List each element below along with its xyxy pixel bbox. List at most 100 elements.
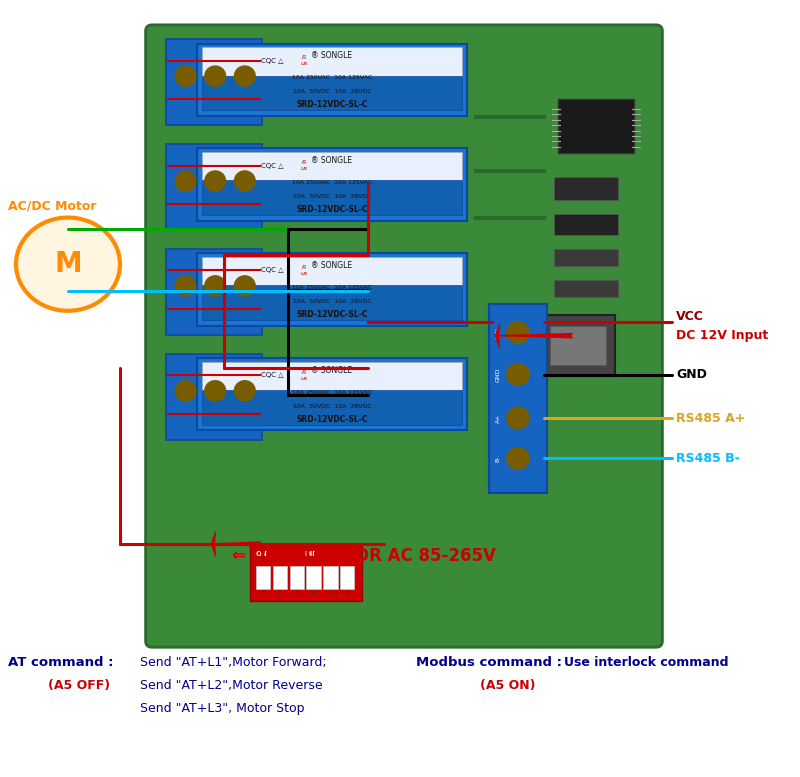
Text: 1: 1: [262, 590, 265, 594]
Text: Modbus command :: Modbus command :: [416, 656, 566, 668]
Text: RS485 A+: RS485 A+: [676, 412, 746, 424]
Text: VIN: VIN: [495, 327, 501, 338]
Circle shape: [234, 381, 255, 401]
Text: M: M: [54, 250, 82, 278]
FancyBboxPatch shape: [558, 99, 634, 153]
Text: CQC △: CQC △: [261, 372, 283, 378]
Text: (A5 OFF): (A5 OFF): [48, 679, 110, 692]
FancyBboxPatch shape: [554, 177, 618, 200]
Text: SRD-12VDC-SL-C: SRD-12VDC-SL-C: [296, 100, 368, 110]
Text: 10A 250VAC  10A 125VAC: 10A 250VAC 10A 125VAC: [292, 285, 372, 290]
Text: ® SONGLE: ® SONGLE: [311, 51, 353, 61]
FancyBboxPatch shape: [202, 180, 462, 215]
Text: 3: 3: [294, 590, 299, 594]
Circle shape: [175, 381, 196, 401]
Circle shape: [205, 66, 226, 86]
FancyBboxPatch shape: [541, 315, 615, 376]
FancyBboxPatch shape: [202, 257, 462, 287]
Circle shape: [507, 448, 530, 469]
Text: CQC △: CQC △: [261, 162, 283, 169]
FancyBboxPatch shape: [197, 148, 467, 221]
Text: DIP: DIP: [304, 551, 318, 556]
FancyBboxPatch shape: [256, 566, 270, 589]
FancyBboxPatch shape: [554, 249, 618, 266]
FancyBboxPatch shape: [202, 285, 462, 320]
Circle shape: [234, 66, 255, 86]
Circle shape: [234, 171, 255, 191]
Text: SRD-12VDC-SL-C: SRD-12VDC-SL-C: [296, 205, 368, 214]
Text: Send "AT+L2",Motor Reverse: Send "AT+L2",Motor Reverse: [140, 679, 322, 692]
Circle shape: [175, 171, 196, 191]
Text: 6: 6: [346, 590, 349, 594]
Text: A+: A+: [495, 413, 501, 423]
Text: 10A  30VDC  10A  28VDC: 10A 30VDC 10A 28VDC: [293, 299, 371, 304]
Text: R
us: R us: [300, 370, 308, 381]
Circle shape: [507, 322, 530, 343]
Circle shape: [234, 276, 255, 296]
FancyBboxPatch shape: [166, 249, 262, 335]
FancyBboxPatch shape: [202, 362, 462, 392]
Text: ® SONGLE: ® SONGLE: [311, 156, 353, 166]
Text: SRD-12VDC-SL-C: SRD-12VDC-SL-C: [296, 415, 368, 424]
Circle shape: [507, 364, 530, 385]
Text: GND: GND: [676, 368, 707, 381]
FancyBboxPatch shape: [550, 326, 606, 365]
Text: 2: 2: [278, 590, 282, 594]
Text: 5: 5: [329, 590, 332, 594]
Text: R
us: R us: [300, 55, 308, 66]
FancyBboxPatch shape: [197, 253, 467, 326]
Text: Use interlock command: Use interlock command: [564, 656, 729, 668]
FancyBboxPatch shape: [197, 44, 467, 116]
Text: R
us: R us: [300, 265, 308, 276]
Text: ON: ON: [256, 551, 268, 556]
Text: 10A  30VDC  10A  28VDC: 10A 30VDC 10A 28VDC: [293, 404, 371, 409]
FancyBboxPatch shape: [166, 144, 262, 230]
FancyBboxPatch shape: [273, 566, 287, 589]
Text: Send "AT+L1",Motor Forward;: Send "AT+L1",Motor Forward;: [140, 656, 326, 668]
Text: GND: GND: [495, 368, 501, 382]
Text: ® SONGLE: ® SONGLE: [311, 261, 353, 270]
Circle shape: [175, 276, 196, 296]
Text: R
us: R us: [300, 160, 308, 171]
FancyBboxPatch shape: [489, 304, 547, 493]
Text: 10A  30VDC  10A  28VDC: 10A 30VDC 10A 28VDC: [293, 194, 371, 199]
Text: CQC △: CQC △: [261, 57, 283, 64]
FancyBboxPatch shape: [202, 75, 462, 110]
FancyBboxPatch shape: [554, 280, 618, 297]
Circle shape: [205, 171, 226, 191]
Ellipse shape: [16, 218, 120, 311]
FancyBboxPatch shape: [340, 566, 354, 589]
Circle shape: [205, 276, 226, 296]
FancyBboxPatch shape: [323, 566, 338, 589]
FancyBboxPatch shape: [197, 358, 467, 430]
FancyBboxPatch shape: [202, 390, 462, 425]
FancyBboxPatch shape: [166, 354, 262, 440]
Text: DC 12V Input: DC 12V Input: [676, 329, 768, 342]
Text: AT command :: AT command :: [8, 656, 118, 668]
Text: ⇐ DC 1-100V OR AC 85-265V: ⇐ DC 1-100V OR AC 85-265V: [232, 546, 496, 565]
Text: RS485 B-: RS485 B-: [676, 452, 740, 465]
Text: CQC △: CQC △: [261, 267, 283, 274]
FancyBboxPatch shape: [290, 566, 304, 589]
FancyBboxPatch shape: [202, 47, 462, 78]
FancyBboxPatch shape: [166, 39, 262, 125]
Circle shape: [205, 381, 226, 401]
FancyBboxPatch shape: [202, 152, 462, 183]
Text: AC/DC Motor: AC/DC Motor: [8, 200, 97, 212]
Text: 10A 250VAC  10A 125VAC: 10A 250VAC 10A 125VAC: [292, 180, 372, 185]
Text: 4: 4: [312, 590, 315, 594]
FancyBboxPatch shape: [250, 545, 362, 601]
Text: 10A  30VDC  10A  28VDC: 10A 30VDC 10A 28VDC: [293, 89, 371, 94]
Text: 10A 250VAC  10A 125VAC: 10A 250VAC 10A 125VAC: [292, 75, 372, 80]
FancyBboxPatch shape: [306, 566, 321, 589]
Text: B-: B-: [495, 455, 501, 462]
Text: VCC: VCC: [676, 310, 704, 322]
Circle shape: [507, 407, 530, 429]
Text: (A5 ON): (A5 ON): [480, 679, 535, 692]
FancyBboxPatch shape: [146, 25, 662, 647]
FancyBboxPatch shape: [554, 214, 618, 235]
Text: SRD-12VDC-SL-C: SRD-12VDC-SL-C: [296, 310, 368, 319]
Text: ® SONGLE: ® SONGLE: [311, 366, 353, 375]
Text: Send "AT+L3", Motor Stop: Send "AT+L3", Motor Stop: [140, 702, 305, 715]
Circle shape: [175, 66, 196, 86]
